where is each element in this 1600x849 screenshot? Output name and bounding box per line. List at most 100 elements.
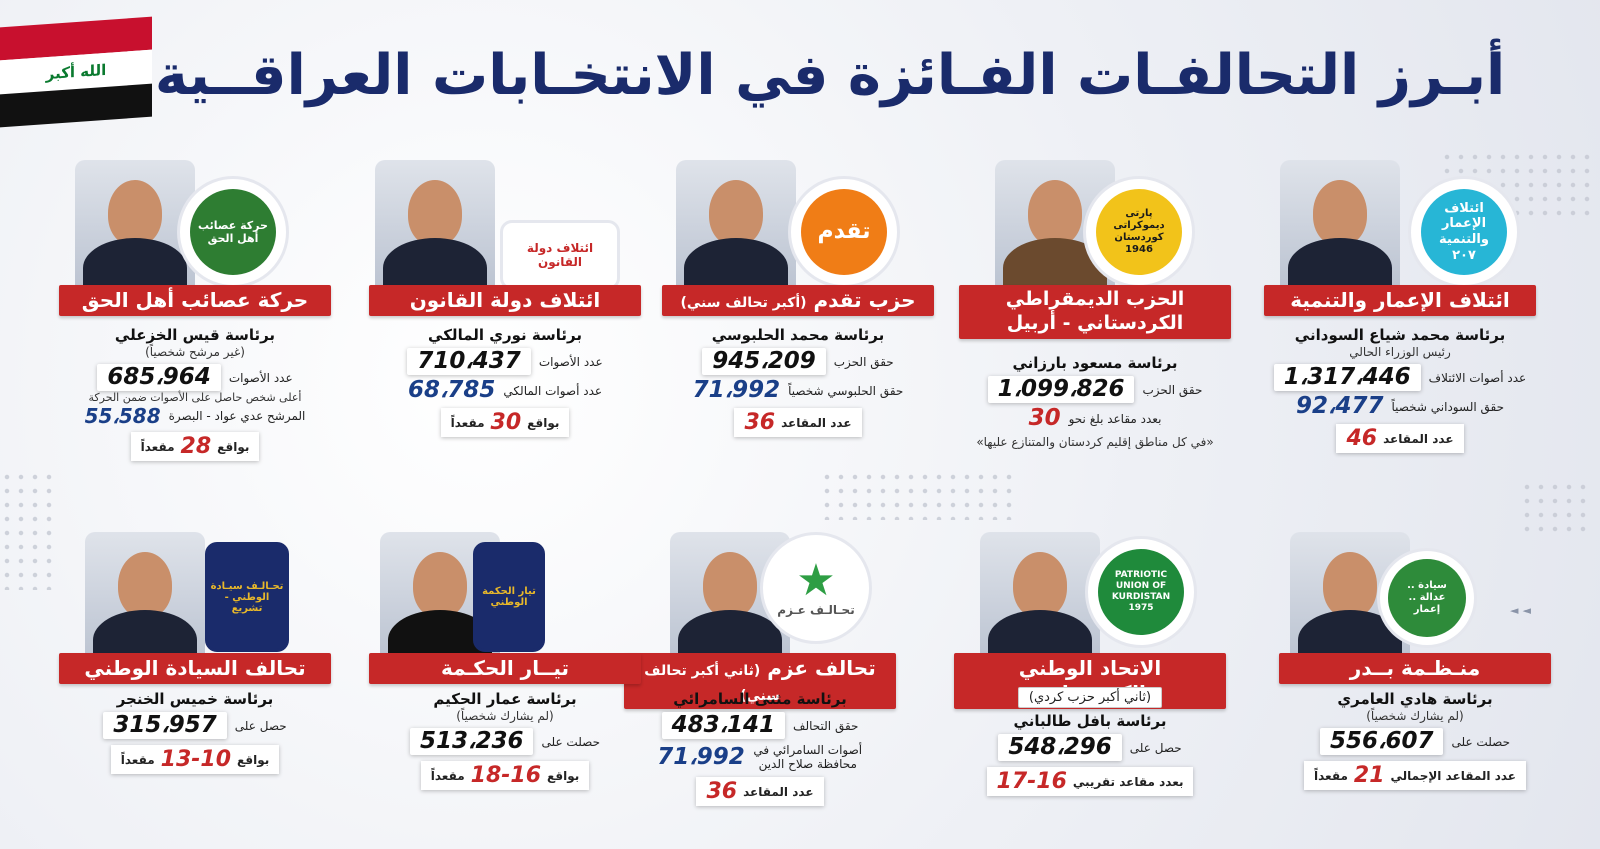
leader-name: برئاسة محمد الحلبوسي xyxy=(711,326,885,344)
party-logo-icon: ائتلاف دولة القانون xyxy=(500,220,620,290)
stat-label: حقق السوداني شخصياً xyxy=(1391,399,1504,414)
card-title: تحالف السيادة الوطني xyxy=(59,653,331,684)
card-kdp: پارتی دیموکراتی کوردستان 1946 الحزب الدي… xyxy=(945,160,1245,520)
iraq-flag-icon: الله أكبر xyxy=(0,16,152,128)
seat-badge: بعدد مقاعد تقريبي 17-16 xyxy=(986,767,1194,796)
seat-badge: بواقع 13-10 مقعداً xyxy=(110,745,280,774)
stat-label: حصل على xyxy=(234,718,287,733)
leader-note: (لم يشارك شخصياً) xyxy=(1366,709,1464,723)
seat-badge: بواقع 18-16 مقعداً xyxy=(420,761,590,791)
stat-label: حقق التحالف xyxy=(793,718,859,733)
leader-photo xyxy=(980,532,1100,657)
stat-value: 483،141 xyxy=(661,712,786,739)
leader-name: برئاسة مثنى السامرائي xyxy=(673,690,847,708)
card-title: منـظـمة بــدر xyxy=(1279,653,1551,684)
stat-value: 315،957 xyxy=(103,712,227,739)
card-title: ائتلاف الإعمار والتنمية xyxy=(1264,285,1536,316)
stat-value: 556،607 xyxy=(1320,728,1444,756)
seat-badge: بواقع 28 مقعداً xyxy=(130,432,260,462)
stat-label: حصل على xyxy=(1129,740,1182,755)
stat-value: 1،317،446 xyxy=(1273,364,1421,392)
party-logo-icon: حركة عصائب أهل الحق xyxy=(177,176,289,288)
leader-note: رئيس الوزراء الحالي xyxy=(1349,345,1451,359)
seat-value: 30 xyxy=(1028,405,1061,431)
card-title: الحزب الديمقراطي الكردستاني - أربيل xyxy=(959,285,1231,339)
card-reconstruction: ائتلاف الإعمار والتنمية ٢٠٧ ائتلاف الإعم… xyxy=(1250,160,1550,520)
party-logo-icon: ائتلاف الإعمار والتنمية ٢٠٧ xyxy=(1408,176,1520,288)
stat-label: أصوات السامرائي في محافظة صلاح الدين xyxy=(753,743,863,771)
seat-badge: عدد المقاعد 36 xyxy=(734,408,862,437)
stat-value: 548،296 xyxy=(998,734,1122,761)
card-subtitle: (ثاني أكبر حزب كردي) xyxy=(1017,687,1163,708)
leader-note: (لم يشارك شخصياً) xyxy=(456,709,554,723)
card-asaib: حركة عصائب أهل الحق حركة عصائب أهل الحق … xyxy=(45,160,345,520)
party-logo-icon: تقدم xyxy=(788,176,900,288)
dots-decoration xyxy=(820,470,1020,520)
leader-name: برئاسة مسعود بارزاني xyxy=(1012,354,1178,372)
stat-value: 685،964 xyxy=(97,364,221,392)
party-logo-icon: پارتی دیموکراتی کوردستان 1946 xyxy=(1083,176,1195,288)
stat-label: عدد أصوات المالكي xyxy=(503,383,603,398)
card-title: ائتلاف دولة القانون xyxy=(369,285,641,316)
card-title: تحالف عزم (ثاني أكبر تحالف سني) xyxy=(624,653,896,709)
region-note: «في كل مناطق إقليم كردستان والمتنازع علي… xyxy=(976,435,1214,449)
arrows-decoration: ◄◄ xyxy=(1510,604,1535,617)
card-azm: ★ تحـالـف عـزم تحالف عزم (ثاني أكبر تحالف… xyxy=(610,528,910,849)
leader-note: (غير مرشح شخصياً) xyxy=(145,345,245,359)
stat-label: عدد الأصوات xyxy=(228,370,293,385)
leader-name: برئاسة عمار الحكيم xyxy=(433,690,577,708)
leader-photo xyxy=(676,160,796,285)
dots-decoration xyxy=(1520,480,1590,540)
stat-value: 513،236 xyxy=(410,728,534,756)
party-logo-icon: PATRIOTIC UNION OF KURDISTAN 1975 xyxy=(1085,536,1197,648)
leader-name: برئاسة قيس الخزعلي xyxy=(114,326,276,344)
stat-label: حقق الحزب xyxy=(833,354,894,369)
leader-name: برئاسة محمد شياع السوداني xyxy=(1294,326,1506,344)
seat-badge: عدد المقاعد 46 xyxy=(1336,424,1464,454)
stat-label: حصلت على xyxy=(1451,734,1510,749)
leader-name: برئاسة خميس الخنجر xyxy=(116,690,274,708)
card-title: الاتحاد الوطني الكردستاني xyxy=(954,653,1226,709)
party-logo-icon: ★ تحـالـف عـزم xyxy=(760,532,872,644)
page-title: أبـرز التحالفـات الفـائزة في الانتخـابات… xyxy=(154,43,1506,108)
card-siyada: تحـالـف سيـادة الوطني - تشريع تحالف السي… xyxy=(45,528,345,849)
card-state-of-law: ائتلاف دولة القانون ائتلاف دولة القانون … xyxy=(355,160,655,520)
stat-value: 71،992 xyxy=(692,377,781,403)
stat-label: حصلت على xyxy=(541,734,600,749)
party-logo-icon: سيادة .. عدالة .. إعمار xyxy=(1377,548,1477,648)
card-hikma: تيار الحكمة الوطني تيــار الحكـمة برئاسة… xyxy=(355,528,655,849)
stat-value: 710،437 xyxy=(407,348,531,375)
stat-label: عدد الأصوات xyxy=(538,354,603,369)
card-taqaddum: تقدم حزب تقدم (أكبر تحالف سني) برئاسة مح… xyxy=(648,160,948,520)
stat-label: المرشح عدي عواد - البصرة xyxy=(168,409,306,424)
seat-badge: بواقع 30 مقعداً xyxy=(440,408,570,437)
card-puk: PATRIOTIC UNION OF KURDISTAN 1975 الاتحا… xyxy=(940,528,1240,849)
leader-photo xyxy=(1280,160,1400,285)
party-logo-icon: تيار الحكمة الوطني xyxy=(473,542,545,652)
top-candidate-note: أعلى شخص حاصل على الأصوات ضمن الحركة xyxy=(88,391,302,405)
stat-label: عدد أصوات الائتلاف xyxy=(1428,370,1527,385)
stat-value: 1،099،826 xyxy=(987,376,1135,403)
party-logo-icon: تحـالـف سيـادة الوطني - تشريع xyxy=(205,542,289,652)
stat-value: 92،477 xyxy=(1296,393,1384,420)
card-title: حركة عصائب أهل الحق xyxy=(59,285,331,316)
leader-photo xyxy=(85,532,205,657)
stat-value: 945،209 xyxy=(702,348,826,375)
card-title: حزب تقدم (أكبر تحالف سني) xyxy=(662,285,934,316)
leader-photo xyxy=(375,160,495,285)
seat-badge: عدد المقاعد 36 xyxy=(696,777,824,806)
dots-decoration xyxy=(0,470,60,590)
leader-name: برئاسة هادي العامري xyxy=(1337,690,1493,708)
seat-badge: عدد المقاعد الإجمالي 21 مقعداً xyxy=(1304,761,1526,791)
stat-label: حقق الحزب xyxy=(1142,382,1203,397)
stat-label: بعدد مقاعد بلغ نحو xyxy=(1068,411,1162,426)
leader-name: برئاسة بافل طالباني xyxy=(1013,712,1167,730)
leader-name: برئاسة نوري المالكي xyxy=(428,326,582,344)
stat-value: 71،992 xyxy=(657,743,745,770)
leader-photo xyxy=(75,160,195,285)
stat-value: 68،785 xyxy=(407,377,496,403)
card-title: تيــار الحكـمة xyxy=(369,653,641,684)
stat-value: 55،588 xyxy=(84,404,161,429)
stat-label: حقق الحلبوسي شخصياً xyxy=(788,383,904,398)
card-badr: سيادة .. عدالة .. إعمار منـظـمة بــدر بر… xyxy=(1265,528,1565,849)
